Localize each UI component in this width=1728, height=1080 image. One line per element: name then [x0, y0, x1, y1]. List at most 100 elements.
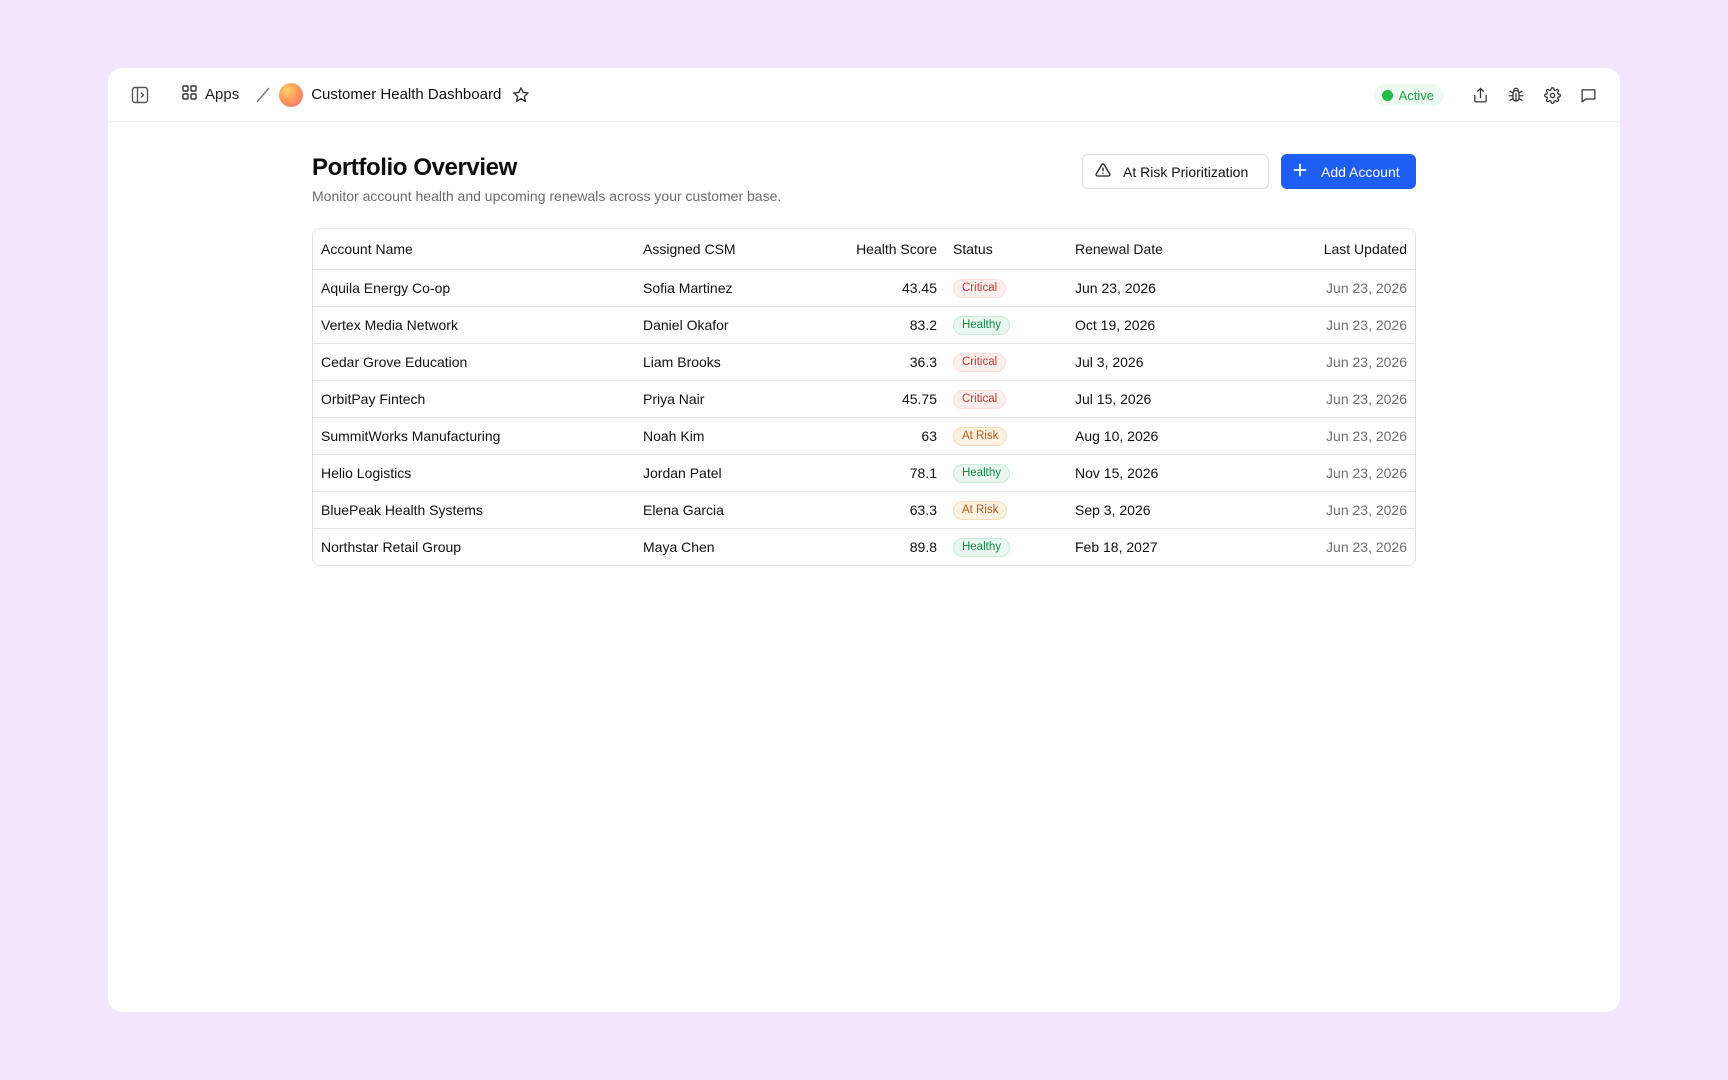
- add-account-label: Add Account: [1321, 163, 1400, 180]
- status-cell: At Risk: [945, 491, 1067, 529]
- page-actions: At Risk Prioritization Add Account: [1082, 154, 1416, 189]
- last-updated: Jun 23, 2026: [1249, 269, 1415, 307]
- status-cell: At Risk: [945, 417, 1067, 455]
- health-score: 45.75: [795, 380, 945, 418]
- page-title: Portfolio Overview: [312, 154, 517, 181]
- renewal-date: Jun 23, 2026: [1067, 269, 1249, 307]
- health-score: 36.3: [795, 343, 945, 381]
- status-badge: At Risk: [953, 500, 1008, 520]
- table-row[interactable]: Helio Logistics Jordan Patel 78.1 Healthy No…: [313, 454, 1415, 492]
- page-subtitle: Monitor account health and upcoming rene…: [312, 188, 782, 204]
- status-dot: [1381, 89, 1393, 101]
- table-row[interactable]: OrbitPay Fintech Priya Nair 45.75 Critical J…: [313, 380, 1415, 418]
- star-icon[interactable]: [507, 81, 535, 109]
- status-cell: Critical: [945, 269, 1067, 307]
- status-badge: At Risk: [953, 426, 1008, 446]
- renewal-date: Nov 15, 2026: [1067, 454, 1249, 492]
- renewal-date: Jul 3, 2026: [1067, 343, 1249, 381]
- share-icon[interactable]: [1464, 79, 1496, 111]
- plus-icon: [1293, 163, 1307, 180]
- table-row[interactable]: Northstar Retail Group Maya Chen 89.8 Healt…: [313, 528, 1415, 565]
- status-badge: Healthy: [953, 463, 1010, 483]
- last-updated: Jun 23, 2026: [1326, 538, 1407, 555]
- renewal-date: Aug 10, 2026: [1067, 417, 1249, 455]
- account-name: Helio Logistics: [313, 454, 635, 492]
- last-updated: Jun 23, 2026: [1249, 380, 1415, 418]
- renewal-date: Sep 3, 2026: [1067, 491, 1249, 529]
- status-badge: Critical: [953, 278, 1007, 298]
- last-updated: Jun 23, 2026: [1249, 491, 1415, 529]
- account-name: OrbitPay Fintech: [313, 380, 635, 418]
- gear-icon[interactable]: [1536, 79, 1568, 111]
- account-name: SummitWorks Manufacturing: [313, 417, 635, 455]
- health-score: 89.8: [909, 538, 937, 555]
- last-updated: Jun 23, 2026: [1249, 306, 1415, 344]
- status-badge: Active: [1373, 84, 1444, 106]
- column-header-renewal[interactable]: Renewal Date: [1067, 229, 1249, 270]
- renewal-date: Oct 19, 2026: [1067, 306, 1249, 344]
- assigned-csm: Elena Garcia: [635, 491, 795, 529]
- add-account-button[interactable]: Add Account: [1281, 154, 1416, 189]
- app-title: Customer Health Dashboard: [311, 86, 502, 103]
- health-score: 78.1: [795, 454, 945, 492]
- table-header-row: Account Name Assigned CSM Health Score S…: [313, 229, 1415, 270]
- last-updated: Jun 23, 2026: [1249, 454, 1415, 492]
- health-score: 63: [795, 417, 945, 455]
- table-row[interactable]: Vertex Media Network Daniel Okafor 83.2 Hea…: [313, 306, 1415, 344]
- account-name: Aquila Energy Co-op: [313, 269, 635, 307]
- column-header-updated[interactable]: Last Updated: [1249, 229, 1415, 270]
- status-badge: Healthy: [953, 315, 1010, 335]
- apps-label: Apps: [205, 86, 240, 103]
- account-name: BluePeak Health Systems: [313, 491, 635, 529]
- assigned-csm: Noah Kim: [635, 417, 795, 455]
- last-updated: Jun 23, 2026: [1249, 343, 1415, 381]
- app-avatar: [279, 82, 304, 107]
- column-header-csm[interactable]: Assigned CSM: [635, 229, 795, 270]
- column-header-health-score[interactable]: Health Score: [795, 229, 945, 270]
- status-cell: Healthy: [945, 306, 1067, 344]
- at-risk-prioritization-label: At Risk Prioritization: [1123, 163, 1249, 180]
- apps-link[interactable]: Apps: [182, 85, 239, 104]
- assigned-csm: Jordan Patel: [635, 454, 795, 492]
- status-badge: Healthy: [953, 537, 1010, 557]
- at-risk-prioritization-button[interactable]: At Risk Prioritization: [1082, 154, 1269, 189]
- status-badge: Critical: [953, 389, 1007, 409]
- warning-icon: [1095, 162, 1111, 181]
- last-updated: Jun 23, 2026: [1249, 417, 1415, 455]
- accounts-table: Account Name Assigned CSM Health Score S…: [312, 228, 1416, 566]
- health-score: 43.45: [795, 269, 945, 307]
- app-window: Apps Customer Health Dashboard Active: [108, 68, 1620, 1012]
- assigned-csm: Sofia Martinez: [635, 269, 795, 307]
- column-header-account[interactable]: Account Name: [313, 229, 635, 270]
- account-name: Northstar Retail Group: [321, 538, 462, 555]
- status-cell: Critical: [945, 380, 1067, 418]
- renewal-date: Feb 18, 2027: [1075, 538, 1158, 555]
- health-score: 83.2: [795, 306, 945, 344]
- topbar-actions: Active: [1373, 68, 1604, 122]
- assigned-csm: Priya Nair: [635, 380, 795, 418]
- renewal-date: Jul 15, 2026: [1067, 380, 1249, 418]
- main-content: Portfolio Overview Monitor account healt…: [312, 154, 1416, 566]
- table-row[interactable]: Aquila Energy Co-op Sofia Martinez 43.45 Cr…: [313, 269, 1415, 307]
- status-cell: Critical: [945, 343, 1067, 381]
- assigned-csm: Maya Chen: [643, 538, 715, 555]
- assigned-csm: Liam Brooks: [635, 343, 795, 381]
- column-header-status[interactable]: Status: [945, 229, 1067, 270]
- table-row[interactable]: SummitWorks Manufacturing Noah Kim 63 At Ri…: [313, 417, 1415, 455]
- apps-grid-icon: [182, 85, 197, 104]
- account-name: Cedar Grove Education: [313, 343, 635, 381]
- status-badge: Critical: [953, 352, 1007, 372]
- breadcrumb-separator: [255, 86, 271, 104]
- status-cell: Healthy: [945, 528, 1067, 565]
- table-row[interactable]: Cedar Grove Education Liam Brooks 36.3 Crit…: [313, 343, 1415, 381]
- health-score: 63.3: [795, 491, 945, 529]
- bug-icon[interactable]: [1500, 79, 1532, 111]
- account-name: Vertex Media Network: [313, 306, 635, 344]
- assigned-csm: Daniel Okafor: [635, 306, 795, 344]
- status-label: Active: [1398, 87, 1434, 103]
- top-bar: Apps Customer Health Dashboard Active: [108, 68, 1620, 122]
- table-row[interactable]: BluePeak Health Systems Elena Garcia 63.3 A…: [313, 491, 1415, 529]
- status-cell: Healthy: [945, 454, 1067, 492]
- sidebar-toggle-icon[interactable]: [126, 81, 154, 109]
- chat-icon[interactable]: [1572, 79, 1604, 111]
